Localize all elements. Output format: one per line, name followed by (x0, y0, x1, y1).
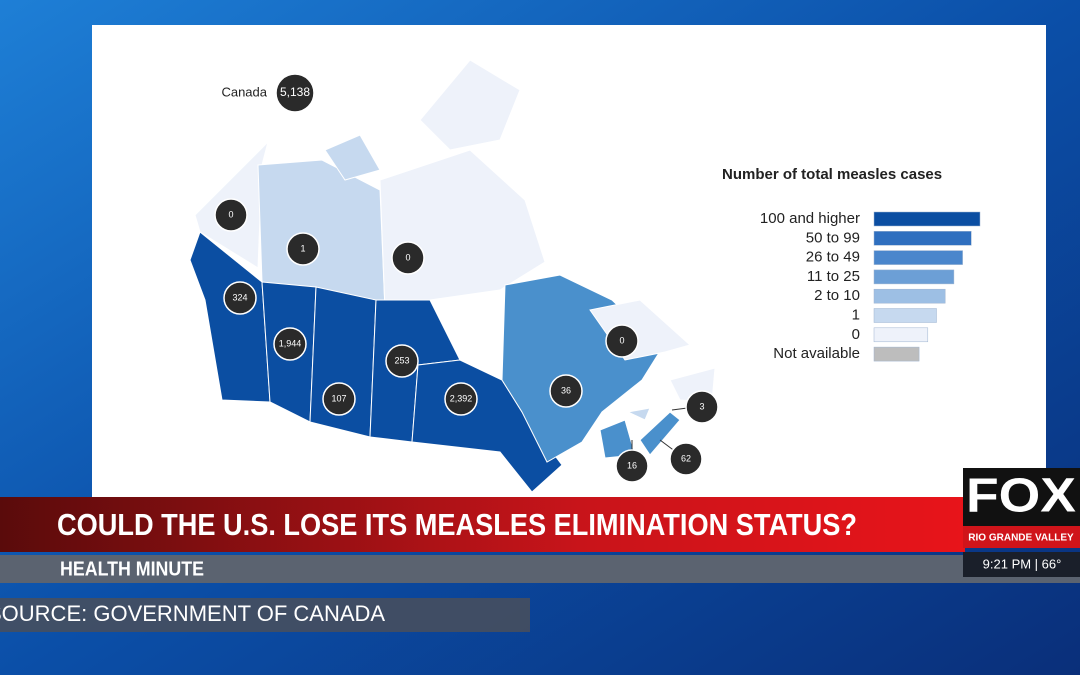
region-bubbles: 0 1 0 324 1,944 107 253 2,392 0 36 3 16 62 (214, 198, 719, 483)
legend-swatch (873, 250, 963, 265)
headline-bar (0, 497, 965, 552)
legend: Number of total measles cases 100 and hi… (722, 166, 981, 362)
arctic-island (324, 134, 381, 181)
bubble-value: 107 (331, 393, 346, 403)
source-bar (0, 598, 530, 632)
segment-bar (0, 555, 1080, 583)
bubble-value: 3 (699, 401, 704, 411)
bubble (286, 232, 320, 266)
bubble-value: 253 (394, 355, 409, 365)
bubble-value: 324 (232, 292, 247, 302)
bubble-value: 2,392 (450, 393, 473, 403)
legend-swatch (873, 231, 972, 246)
bubble (275, 73, 315, 113)
arctic-islands (419, 59, 521, 151)
bubble (685, 390, 719, 424)
headline: COULD THE U.S. LOSE ITS MEASLES ELIMINAT… (57, 507, 857, 542)
bubble (391, 241, 425, 275)
legend-label: Not available (773, 345, 860, 362)
bubble-value: 0 (405, 252, 410, 262)
legend-swatch (873, 211, 981, 227)
legend-items: 100 and higher 50 to 99 26 to 49 11 to 25 2 … (760, 210, 981, 362)
source: SOURCE: GOVERNMENT OF CANADA (0, 601, 385, 626)
map (189, 59, 716, 493)
legend-swatch (873, 346, 920, 362)
legend-label: 1 (852, 306, 860, 323)
bubble-value: 36 (561, 385, 571, 395)
bubble (273, 327, 307, 361)
legend-label: 11 to 25 (807, 268, 860, 285)
map-labels: Canada 5,138 0 1 0 324 1,944 107 253 2,392 0 36 3 1… (214, 73, 719, 483)
bubble-value: 16 (627, 460, 637, 470)
bubble (223, 281, 257, 315)
market-box (963, 526, 1080, 548)
bubble (615, 449, 649, 483)
legend-label: 26 to 49 (806, 249, 860, 266)
legend-swatch (873, 308, 937, 323)
lower-third: COULD THE U.S. LOSE ITS MEASLES ELIMINAT… (0, 497, 1080, 632)
nova-scotia (639, 411, 681, 456)
bubble-value: 1 (300, 243, 305, 253)
legend-title: Number of total measles cases (722, 166, 942, 183)
bubble-value: 62 (681, 453, 691, 463)
bubble (322, 382, 356, 416)
total-bubble: 5,138 (275, 73, 315, 113)
bubble (605, 324, 639, 358)
bubble (385, 344, 419, 378)
logo-box (963, 468, 1080, 526)
market: RIO GRANDE VALLEY (968, 533, 1074, 544)
segment: HEALTH MINUTE (60, 558, 204, 580)
logo: FOX (966, 470, 1076, 523)
pei (626, 407, 651, 421)
bubble-value: 0 (228, 209, 233, 219)
bubble (549, 374, 583, 408)
legend-label: 100 and higher (760, 210, 860, 227)
legend-swatch (873, 327, 929, 343)
legend-label: 0 (852, 326, 860, 343)
legend-swatch (873, 269, 955, 285)
total-label: Canada (221, 84, 267, 99)
legend-label: 50 to 99 (806, 229, 860, 246)
bubble-value: 1,944 (279, 338, 302, 348)
time-box (963, 552, 1080, 577)
legend-label: 2 to 10 (814, 287, 860, 304)
legend-swatch (873, 288, 946, 304)
time-temp: 9:21 PM | 66° (983, 556, 1062, 571)
station-bug: FOX RIO GRANDE VALLEY 9:21 PM | 66° (963, 468, 1080, 577)
bubble (669, 442, 703, 476)
bubble (444, 382, 478, 416)
bubble-value: 0 (619, 335, 624, 345)
bubble-value: 5,138 (280, 85, 310, 99)
bubble (214, 198, 248, 232)
